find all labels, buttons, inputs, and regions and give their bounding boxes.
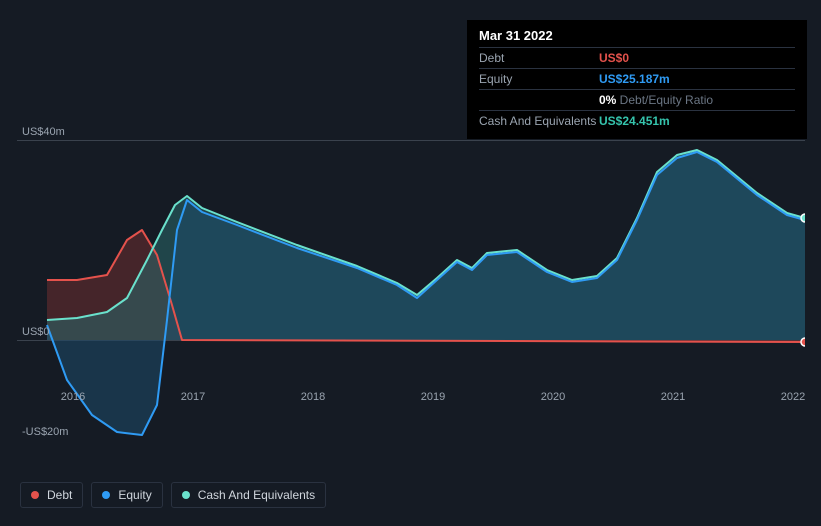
tooltip-date: Mar 31 2022 — [479, 28, 795, 43]
tooltip-value: 0% Debt/Equity Ratio — [599, 93, 713, 107]
tooltip-row: DebtUS$0 — [479, 47, 795, 68]
tooltip-label: Debt — [479, 51, 599, 65]
x-axis-labels: 2016 2017 2018 2019 2020 2021 2022 — [0, 391, 821, 407]
legend-dot-icon — [182, 491, 190, 499]
x-axis-tick: 2016 — [61, 391, 85, 403]
x-axis-tick: 2018 — [301, 391, 325, 403]
tooltip-value: US$25.187m — [599, 72, 670, 86]
legend-item[interactable]: Debt — [20, 482, 83, 508]
x-axis-tick: 2017 — [181, 391, 205, 403]
legend-label: Debt — [47, 488, 72, 502]
x-axis-tick: 2020 — [541, 391, 565, 403]
tooltip-label: Equity — [479, 72, 599, 86]
tooltip-value: US$0 — [599, 51, 629, 65]
legend-item[interactable]: Cash And Equivalents — [171, 482, 326, 508]
chart-legend: Debt Equity Cash And Equivalents — [20, 482, 326, 508]
y-axis-label-zero: US$0 — [22, 326, 50, 338]
legend-dot-icon — [31, 491, 39, 499]
x-axis-tick: 2019 — [421, 391, 445, 403]
y-axis-label-max: US$40m — [22, 126, 65, 138]
tooltip-row: Cash And EquivalentsUS$24.451m — [479, 110, 795, 131]
y-axis-label-min: -US$20m — [22, 426, 68, 438]
legend-label: Equity — [118, 488, 151, 502]
legend-dot-icon — [102, 491, 110, 499]
x-axis-tick: 2021 — [661, 391, 685, 403]
tooltip-label — [479, 93, 599, 107]
legend-label: Cash And Equivalents — [198, 488, 315, 502]
tooltip-value: US$24.451m — [599, 114, 670, 128]
tooltip-label: Cash And Equivalents — [479, 114, 599, 128]
tooltip-row: EquityUS$25.187m — [479, 68, 795, 89]
tooltip-row: 0% Debt/Equity Ratio — [479, 89, 795, 110]
chart-tooltip: Mar 31 2022 DebtUS$0EquityUS$25.187m0% D… — [467, 20, 807, 139]
legend-item[interactable]: Equity — [91, 482, 162, 508]
x-axis-tick: 2022 — [781, 391, 805, 403]
